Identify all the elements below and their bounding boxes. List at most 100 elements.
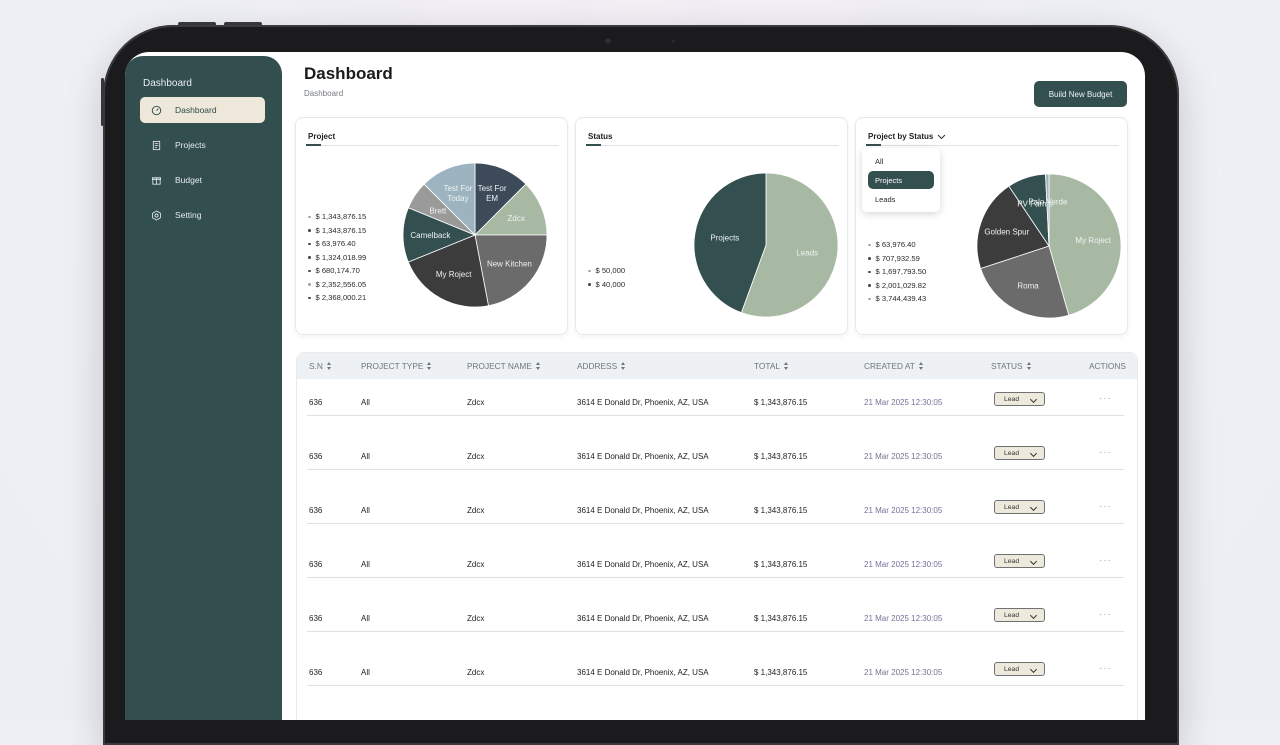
status-pie-chart: Leads Projects — [693, 172, 839, 318]
more-actions-icon[interactable]: ··· — [1099, 555, 1112, 566]
pie-slice[interactable] — [980, 245, 1070, 319]
cell-sn: 636 — [309, 668, 323, 677]
table-row[interactable]: 636 All Zdcx 3614 E Donald Dr, Phoenix, AZ,… — [297, 597, 1137, 651]
pie-slice[interactable] — [1048, 173, 1122, 316]
projects-table: S.N PROJECT TYPE PROJECT NAME ADDRESS TO… — [296, 352, 1138, 720]
sidebar-title: Dashboard — [143, 78, 192, 89]
cell-project-type: All — [361, 398, 370, 407]
pie-slice-label: Test For EM — [478, 184, 507, 203]
sort-icon — [427, 362, 432, 370]
more-actions-icon[interactable]: ··· — [1099, 609, 1112, 620]
pie-slice-label: Test For Today — [443, 184, 472, 203]
dropdown-option-leads[interactable]: Leads — [875, 194, 896, 204]
status-select-label: Lead — [1004, 557, 1020, 565]
page-title: Dashboard — [304, 64, 393, 83]
table-row[interactable]: 636 All Zdcx 3614 E Donald Dr, Phoenix, AZ,… — [297, 651, 1137, 705]
cell-created-at: 21 Mar 2025 12:30:05 — [864, 398, 943, 407]
status-select[interactable]: Lead — [994, 500, 1045, 514]
chevron-down-icon — [938, 134, 946, 139]
column-header-address[interactable]: ADDRESS — [577, 361, 626, 371]
column-header-total[interactable]: TOTAL — [754, 361, 789, 371]
cell-total: $ 1,343,876.15 — [754, 668, 808, 677]
more-actions-icon[interactable]: ··· — [1099, 501, 1112, 512]
more-actions-icon[interactable]: ··· — [1099, 447, 1112, 458]
status-select-label: Lead — [1004, 395, 1020, 403]
sidebar-item-dashboard[interactable]: Dashboard — [140, 97, 265, 123]
status-select[interactable]: Lead — [994, 446, 1045, 460]
chevron-down-icon — [1029, 557, 1038, 566]
status-filter-toggle[interactable]: Project by Status — [868, 132, 946, 141]
legend-item: $ 2,352,556.05 — [308, 278, 366, 292]
column-header-status[interactable]: STATUS — [991, 361, 1032, 371]
sort-icon — [621, 362, 626, 370]
sidebar-item-label: Budget — [175, 175, 202, 185]
cell-sn: 636 — [309, 614, 323, 623]
legend-item: $ 40,000 — [588, 278, 625, 292]
legend-item: $ 1,343,876.15 — [308, 224, 366, 238]
document-icon — [150, 139, 162, 151]
sort-icon — [918, 362, 924, 370]
legend-item: $ 2,001,029.82 — [868, 279, 926, 293]
cell-project-type: All — [361, 452, 370, 461]
column-header-project-name[interactable]: PROJECT NAME — [467, 361, 541, 371]
build-new-budget-button[interactable]: Build New Budget — [1034, 81, 1127, 107]
cell-project-name: Zdcx — [467, 560, 485, 569]
sort-icon — [1026, 362, 1032, 370]
sidebar-item-budget[interactable]: Budget — [140, 167, 265, 193]
status-select-label: Lead — [1004, 503, 1020, 511]
table-row[interactable]: 636 All Zdcx 3614 E Donald Dr, Phoenix, AZ,… — [297, 381, 1137, 435]
card-divider-accent — [306, 144, 321, 146]
status-select[interactable]: Lead — [994, 608, 1045, 622]
chevron-down-icon — [1029, 449, 1038, 458]
cell-sn: 636 — [309, 398, 323, 407]
chevron-down-icon — [1029, 665, 1038, 674]
row-divider — [307, 469, 1124, 470]
project-by-status-legend: $ 63,976.40 $ 707,932.59 $ 1,697,793.50 … — [868, 238, 926, 306]
cell-project-name: Zdcx — [467, 452, 485, 461]
dropdown-option-projects[interactable]: Projects — [868, 171, 934, 189]
sidebar-item-projects[interactable]: Projects — [140, 132, 265, 158]
cell-sn: 636 — [309, 560, 323, 569]
cell-created-at: 21 Mar 2025 12:30:05 — [864, 452, 943, 461]
table-row[interactable]: 636 All Zdcx 3614 E Donald Dr, Phoenix, AZ,… — [297, 543, 1137, 597]
cell-address: 3614 E Donald Dr, Phoenix, AZ, USA — [577, 398, 709, 407]
column-header-sn[interactable]: S.N — [309, 361, 332, 371]
gift-box-icon — [150, 174, 162, 186]
dropdown-option-all[interactable]: All — [875, 156, 884, 166]
legend-item: $ 1,697,793.50 — [868, 265, 926, 279]
sidebar-item-label: Projects — [175, 140, 206, 150]
tablet-top-button — [224, 22, 262, 26]
status-select[interactable]: Lead — [994, 662, 1045, 676]
pie-slice[interactable] — [1045, 173, 1050, 247]
cell-address: 3614 E Donald Dr, Phoenix, AZ, USA — [577, 560, 709, 569]
more-actions-icon[interactable]: ··· — [1099, 393, 1112, 404]
pie-slice-label: Leads — [796, 248, 818, 257]
column-header-project-type[interactable]: PROJECT TYPE — [361, 361, 432, 371]
cell-sn: 636 — [309, 452, 323, 461]
camera-sensor — [672, 40, 675, 43]
chevron-down-icon — [1029, 503, 1038, 512]
pie-slice[interactable] — [693, 172, 767, 314]
row-divider — [307, 577, 1124, 578]
card-title: Project — [308, 132, 336, 141]
status-select[interactable]: Lead — [994, 392, 1045, 406]
row-divider — [307, 415, 1124, 416]
status-legend: $ 50,000 $ 40,000 — [588, 264, 625, 291]
more-actions-icon[interactable]: ··· — [1099, 663, 1112, 674]
sort-icon — [535, 362, 541, 370]
pie-slice-label: Zdcx — [508, 214, 525, 223]
table-row[interactable]: 636 All Zdcx 3614 E Donald Dr, Phoenix, AZ,… — [297, 435, 1137, 489]
pie-slice[interactable] — [423, 162, 476, 236]
column-header-created-at[interactable]: CREATED AT — [864, 361, 924, 371]
pie-slice-label: Brett — [429, 206, 447, 215]
cell-address: 3614 E Donald Dr, Phoenix, AZ, USA — [577, 506, 709, 515]
breadcrumb[interactable]: Dashboard — [304, 89, 344, 98]
sidebar: Dashboard Dashboard Projects Budget Sett… — [125, 56, 282, 720]
sidebar-item-setting[interactable]: Setting — [140, 202, 265, 228]
pie-slice[interactable] — [407, 234, 489, 308]
pie-slice[interactable] — [976, 185, 1050, 270]
status-select[interactable]: Lead — [994, 554, 1045, 568]
pie-slice[interactable] — [474, 234, 548, 307]
pie-slice[interactable] — [740, 172, 839, 318]
table-row[interactable]: 636 All Zdcx 3614 E Donald Dr, Phoenix, AZ,… — [297, 489, 1137, 543]
